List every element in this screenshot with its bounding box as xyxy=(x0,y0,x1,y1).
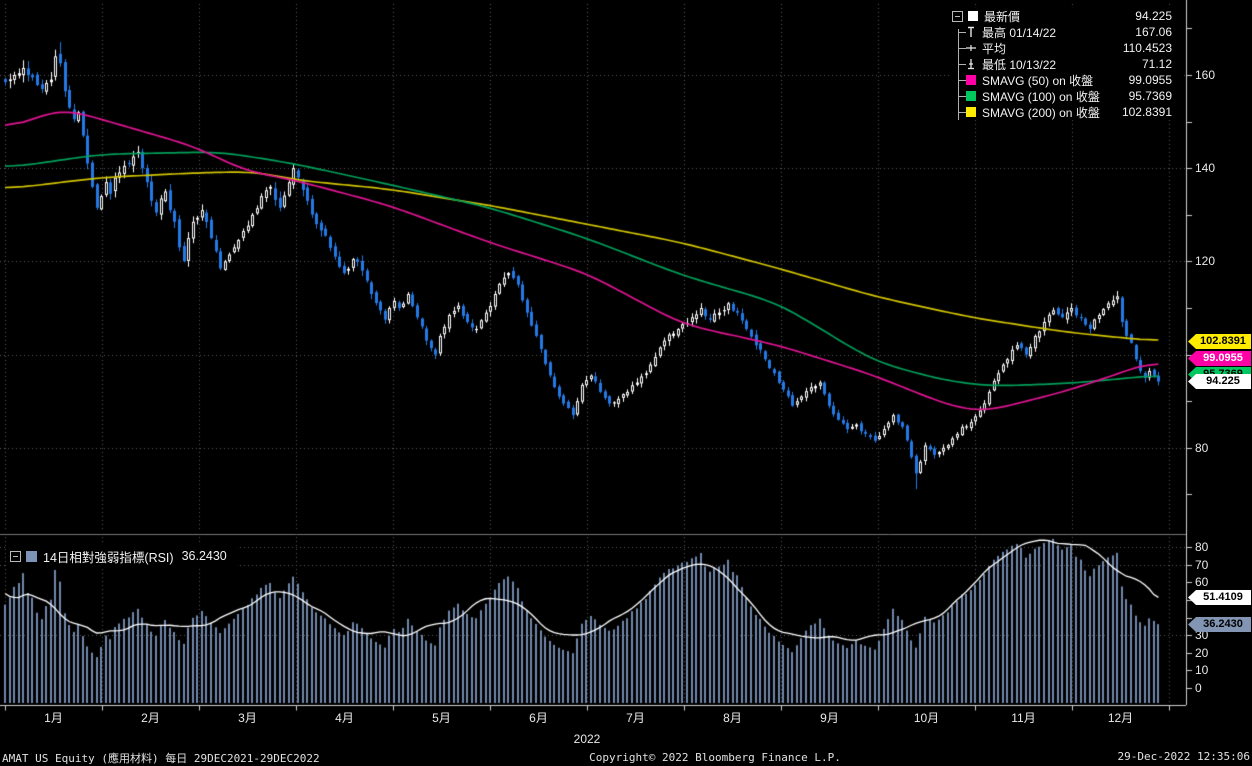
month-label: 10月 xyxy=(913,711,940,725)
sma200-swatch xyxy=(966,107,976,117)
month-label: 6月 xyxy=(529,711,548,725)
sma200-price-tag: 102.8391 xyxy=(1188,334,1251,349)
month-label: 4月 xyxy=(335,711,354,725)
legend-row-sma100[interactable]: SMAVG (100) on 收盤 95.7369 xyxy=(950,88,1184,104)
rsi-axis-tick-label: 20 xyxy=(1195,646,1209,660)
rsi-axis-tick-label: 10 xyxy=(1195,663,1209,677)
month-label: 5月 xyxy=(432,711,451,725)
legend-row-last-price[interactable]: 最新價 94.225 xyxy=(950,8,1184,24)
legend-row-average[interactable]: 平均 110.4523 xyxy=(950,40,1184,56)
low-marker-icon xyxy=(968,59,974,70)
legend-row-sma50[interactable]: SMAVG (50) on 收盤 99.0955 xyxy=(950,72,1184,88)
rsi-axis-tick-label: 60 xyxy=(1195,575,1209,589)
x-axis-year-label: 2022 xyxy=(573,732,601,746)
chart-legend: 最新價 94.225 最高 01/14/22 167.06 平均 110.452… xyxy=(950,8,1184,120)
legend-value-low: 71.12 xyxy=(1141,57,1172,71)
sma100-swatch xyxy=(966,91,976,101)
legend-row-low[interactable]: 最低 10/13/22 71.12 xyxy=(950,56,1184,72)
legend-branch-line xyxy=(958,112,966,113)
rsi-collapse-icon[interactable] xyxy=(10,550,21,562)
month-label: 2月 xyxy=(141,711,160,725)
price-axis-tick-label: 140 xyxy=(1195,161,1216,175)
month-label: 1月 xyxy=(44,711,63,725)
legend-label-last-price: 最新價 xyxy=(984,9,1021,24)
price-axis-tick-label: 160 xyxy=(1195,68,1216,82)
legend-label-sma50: SMAVG (50) on 收盤 xyxy=(982,73,1094,88)
rsi-label-text: 14日相對強弱指標(RSI) xyxy=(43,550,174,565)
legend-value-sma200: 102.8391 xyxy=(1121,105,1172,119)
average-marker-icon xyxy=(966,45,976,51)
sma50-price-tag: 99.0955 xyxy=(1188,351,1251,366)
legend-label-sma100: SMAVG (100) on 收盤 xyxy=(982,89,1100,104)
copyright-text: Copyright© 2022 Bloomberg Finance L.P. xyxy=(589,751,841,764)
rsi-ma-tag: 51.4109 xyxy=(1188,590,1251,605)
timestamp-text: 29-Dec-2022 12:35:06 xyxy=(1117,750,1250,763)
rsi-axis-tick-label: 80 xyxy=(1195,540,1209,554)
legend-label-low: 最低 10/13/22 xyxy=(982,57,1057,72)
month-label: 12月 xyxy=(1107,711,1134,725)
month-label: 8月 xyxy=(723,711,742,725)
legend-branch-line xyxy=(958,64,966,65)
high-marker-icon xyxy=(968,26,974,37)
legend-value-last-price: 94.225 xyxy=(1135,9,1172,23)
month-label: 7月 xyxy=(626,711,645,725)
rsi-label-value: 36.2430 xyxy=(181,549,227,563)
legend-branch-line xyxy=(958,48,966,49)
legend-label-high: 最高 01/14/22 xyxy=(982,25,1057,40)
security-status-text: AMAT US Equity (應用材料) 每日 29DEC2021-29DEC… xyxy=(2,752,320,765)
rsi-axis-tick-label: 0 xyxy=(1195,681,1202,695)
last-price-swatch xyxy=(968,11,978,21)
legend-label-sma200: SMAVG (200) on 收盤 xyxy=(982,105,1100,120)
price-axis-tick-label: 80 xyxy=(1195,441,1209,455)
rsi-value-tag: 36.2430 xyxy=(1188,617,1251,632)
month-label: 9月 xyxy=(820,711,839,725)
legend-label-average: 平均 xyxy=(982,41,1007,56)
rsi-axis-tick-label: 70 xyxy=(1195,558,1209,572)
rsi-study-label: 14日相對強弱指標(RSI) 36.2430 xyxy=(6,545,237,567)
month-label: 3月 xyxy=(238,711,257,725)
legend-branch-line xyxy=(958,80,966,81)
legend-value-average: 110.4523 xyxy=(1122,41,1172,55)
last-price-tag: 94.225 xyxy=(1188,374,1251,389)
legend-branch-line xyxy=(958,96,966,97)
legend-value-sma50: 99.0955 xyxy=(1128,73,1172,87)
month-label: 11月 xyxy=(1011,711,1036,725)
legend-row-high[interactable]: 最高 01/14/22 167.06 xyxy=(950,24,1184,40)
legend-value-sma100: 95.7369 xyxy=(1128,89,1172,103)
legend-tree-line xyxy=(958,29,959,120)
legend-collapse-icon[interactable] xyxy=(952,10,963,22)
legend-row-sma200[interactable]: SMAVG (200) on 收盤 102.8391 xyxy=(950,104,1184,120)
price-axis-tick-label: 120 xyxy=(1195,254,1216,268)
rsi-swatch xyxy=(26,550,37,562)
sma50-swatch xyxy=(966,75,976,85)
legend-value-high: 167.06 xyxy=(1135,25,1172,39)
legend-branch-line xyxy=(958,32,966,33)
